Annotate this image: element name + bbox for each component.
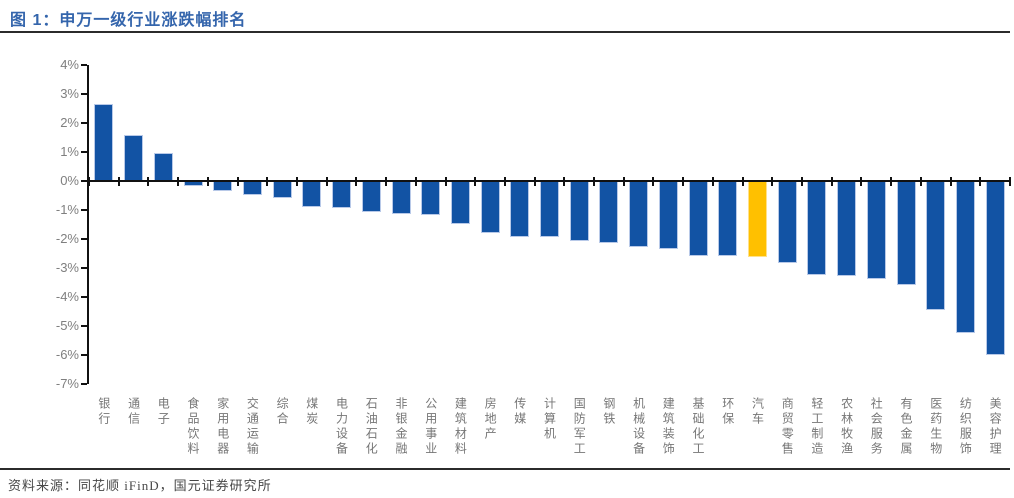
y-tick-label: -4% bbox=[55, 289, 79, 304]
y-tick-label: -6% bbox=[55, 347, 79, 362]
x-category-label: 纺织服饰 bbox=[958, 397, 973, 457]
y-tick-label: 1% bbox=[60, 144, 79, 159]
bar-非银金融 bbox=[391, 182, 411, 214]
y-tick bbox=[81, 354, 87, 356]
x-category-label: 计算机 bbox=[542, 397, 557, 442]
x-category-label: 家用电器 bbox=[215, 397, 230, 457]
x-category-label: 建筑材料 bbox=[453, 397, 468, 457]
x-category-label: 电子 bbox=[156, 397, 171, 427]
bar-煤炭 bbox=[302, 182, 322, 207]
y-tick bbox=[81, 122, 87, 124]
bar-有色金属 bbox=[896, 182, 916, 285]
zero-line bbox=[87, 180, 1010, 182]
bar-美容护理 bbox=[985, 182, 1005, 355]
y-axis-line bbox=[87, 65, 89, 384]
source-note: 资料来源：同花顺 iFinD，国元证券研究所 bbox=[8, 478, 272, 493]
x-category-label: 银行 bbox=[96, 397, 111, 427]
x-category-label: 非银金融 bbox=[394, 397, 408, 457]
bar-通信 bbox=[124, 135, 144, 181]
bar-建筑材料 bbox=[450, 182, 470, 224]
bar-纺织服饰 bbox=[955, 182, 975, 333]
figure-title: 图 1：申万一级行业涨跌幅排名 bbox=[10, 12, 247, 29]
y-tick bbox=[81, 64, 87, 66]
y-tick bbox=[81, 209, 87, 211]
x-category-label: 机械设备 bbox=[631, 397, 646, 457]
x-category-label: 综合 bbox=[275, 397, 290, 427]
bar-农林牧渔 bbox=[837, 182, 857, 276]
x-category-label: 农林牧渔 bbox=[839, 397, 854, 457]
bar-电子 bbox=[153, 153, 173, 181]
bar-计算机 bbox=[540, 182, 559, 237]
bar-汽车 bbox=[748, 182, 767, 257]
y-tick bbox=[81, 325, 87, 327]
y-tick bbox=[81, 151, 87, 153]
bar-食品饮料 bbox=[183, 182, 203, 186]
bar-建筑装饰 bbox=[658, 182, 678, 249]
y-tick bbox=[81, 267, 87, 269]
y-tick-label: 4% bbox=[60, 57, 79, 72]
x-category-label: 有色金属 bbox=[899, 397, 913, 457]
x-category-label: 电力设备 bbox=[334, 397, 349, 457]
x-category-label: 通信 bbox=[126, 397, 141, 427]
y-tick bbox=[81, 296, 87, 298]
bar-钢铁 bbox=[599, 182, 619, 243]
bar-环保 bbox=[718, 182, 738, 256]
x-category-label: 建筑装饰 bbox=[661, 397, 676, 457]
bar-公用事业 bbox=[421, 182, 441, 215]
x-category-label: 医药生物 bbox=[928, 397, 943, 457]
bar-综合 bbox=[272, 182, 292, 198]
x-category-label: 食品饮料 bbox=[186, 397, 200, 457]
bar-基础化工 bbox=[688, 182, 708, 256]
y-tick bbox=[81, 93, 87, 95]
bar-石油石化 bbox=[361, 182, 381, 212]
y-tick bbox=[81, 180, 87, 182]
y-tick-label: -1% bbox=[55, 202, 79, 217]
x-tick bbox=[1009, 177, 1011, 186]
bar-传媒 bbox=[510, 182, 530, 237]
bar-国防军工 bbox=[569, 182, 589, 241]
y-tick-label: 0% bbox=[60, 173, 79, 188]
bar-家用电器 bbox=[213, 182, 233, 191]
x-category-label: 美容护理 bbox=[988, 397, 1003, 457]
bar-交通运输 bbox=[242, 182, 262, 195]
y-tick bbox=[81, 383, 87, 385]
x-category-label: 基础化工 bbox=[691, 397, 705, 457]
bar-机械设备 bbox=[629, 182, 649, 247]
x-category-label: 轻工制造 bbox=[809, 397, 824, 457]
bar-医药生物 bbox=[926, 182, 946, 310]
x-category-label: 环保 bbox=[720, 397, 735, 427]
bar-商贸零售 bbox=[777, 182, 797, 263]
x-category-label: 钢铁 bbox=[601, 397, 616, 427]
bar-电力设备 bbox=[332, 182, 351, 208]
x-category-label: 国防军工 bbox=[572, 397, 587, 457]
x-category-label: 商贸零售 bbox=[780, 397, 795, 457]
x-category-label: 公用事业 bbox=[423, 397, 438, 457]
x-category-label: 社会服务 bbox=[869, 397, 884, 457]
y-tick-label: 2% bbox=[60, 115, 79, 130]
x-category-label: 传媒 bbox=[512, 397, 527, 427]
bar-银行 bbox=[94, 104, 114, 181]
y-tick-label: -2% bbox=[55, 231, 79, 246]
x-category-label: 房地产 bbox=[483, 397, 498, 442]
bar-社会服务 bbox=[866, 182, 886, 279]
y-tick-label: -3% bbox=[55, 260, 79, 275]
x-category-label: 石油石化 bbox=[364, 397, 379, 457]
bar-房地产 bbox=[480, 182, 500, 233]
y-tick bbox=[81, 238, 87, 240]
footer-rule bbox=[0, 468, 1010, 470]
x-category-label: 煤炭 bbox=[304, 397, 319, 427]
x-category-label: 汽车 bbox=[750, 397, 765, 427]
x-category-label: 交通运输 bbox=[245, 397, 260, 457]
bar-轻工制造 bbox=[807, 182, 827, 275]
y-tick-label: -5% bbox=[55, 318, 79, 333]
y-tick-label: -7% bbox=[55, 376, 79, 391]
y-tick-label: 3% bbox=[60, 86, 79, 101]
title-rule bbox=[0, 31, 1010, 33]
